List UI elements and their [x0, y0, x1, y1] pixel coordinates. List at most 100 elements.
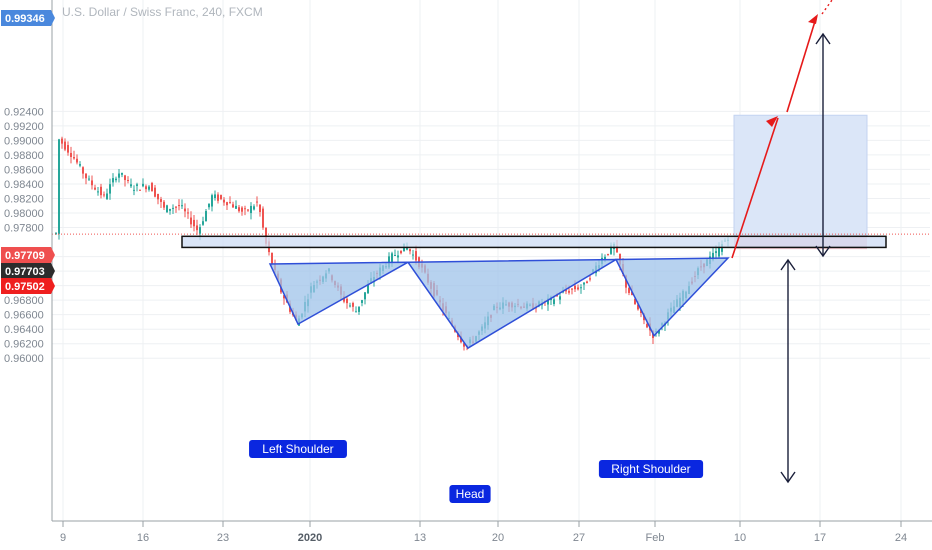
candle-body [235, 205, 237, 209]
candle-body [109, 184, 111, 194]
candle-body [571, 288, 573, 290]
candle-body [58, 139, 60, 234]
candle-body [400, 250, 402, 254]
x-tick-label: 23 [217, 532, 229, 544]
candle [79, 161, 81, 168]
arrow-up-icon [815, 32, 831, 45]
candle [397, 250, 399, 264]
pattern-label-bg [249, 440, 347, 458]
candle [571, 288, 573, 295]
candle [154, 185, 156, 198]
candle [187, 208, 189, 219]
candle [94, 184, 96, 191]
candle-body [130, 184, 132, 187]
price-badge-text: 0.97709 [5, 250, 45, 262]
pattern-label-bg [598, 460, 704, 478]
candle-body [220, 195, 222, 200]
candle [178, 199, 180, 211]
y-tick-label: 0.98400 [4, 179, 44, 191]
candle-body [250, 205, 252, 214]
head-triangle [406, 258, 619, 350]
candle-body [112, 178, 114, 183]
candle-body [184, 208, 186, 212]
candle [349, 302, 351, 308]
candle-body [208, 203, 210, 208]
candle [148, 185, 150, 192]
y-tick-label: 0.97800 [4, 223, 44, 235]
y-axis-labels: 0.92400 0.99200 0.99000 0.98800 0.98600 0.984… [4, 106, 44, 365]
candle-body [97, 191, 99, 193]
candle-body [283, 295, 285, 299]
candle-body [175, 206, 177, 208]
candle [232, 201, 234, 208]
candle-body [76, 158, 78, 163]
candle-body [226, 202, 228, 206]
candle-body [154, 187, 156, 197]
candle [364, 292, 366, 305]
candle [220, 194, 222, 201]
candle-body [55, 232, 57, 234]
candle-body [133, 189, 135, 191]
candle-body [142, 183, 144, 187]
x-tick-label: 16 [137, 532, 149, 544]
candle [157, 193, 159, 205]
candle [358, 306, 360, 315]
candle-body [136, 184, 138, 186]
candle-body [178, 205, 180, 207]
candle-body [232, 204, 234, 208]
y-tick-label: 0.96400 [4, 324, 44, 336]
candle-body [586, 281, 588, 284]
candle [169, 208, 171, 215]
candle-body [409, 249, 411, 252]
candle-body [568, 290, 570, 293]
candle-body [121, 172, 123, 175]
candle-body [355, 311, 357, 313]
candle [88, 175, 90, 181]
candle [253, 204, 255, 211]
neckline-zone [181, 235, 887, 249]
candle [355, 306, 357, 313]
candle [247, 209, 249, 212]
candle-body [61, 138, 63, 144]
candle-body [106, 193, 108, 200]
candle [175, 205, 177, 213]
price-badge: 0.97703 [1, 263, 55, 279]
candle [70, 146, 72, 164]
candle-body [193, 219, 195, 227]
candle [82, 166, 84, 179]
candle-body [244, 208, 246, 210]
y-tick-label: 0.92400 [4, 106, 44, 118]
candle [118, 169, 120, 183]
candle [100, 183, 102, 199]
projection-path [731, 0, 833, 259]
candle [166, 204, 168, 213]
candle [91, 175, 93, 190]
candle-body [718, 246, 720, 257]
candle-body [352, 302, 354, 307]
candle-body [346, 298, 348, 304]
candle-body [211, 195, 213, 207]
pattern-label: Head [449, 485, 491, 503]
price-badge-pointer [51, 263, 55, 279]
candle-body [118, 173, 120, 178]
candle-body [658, 330, 660, 334]
right-shoulder-triangle [614, 257, 730, 338]
candle-body [637, 304, 639, 310]
candle-body [148, 186, 150, 190]
candle-body [202, 221, 204, 225]
price-badge: 0.97709 [1, 247, 55, 263]
price-badge-bg [1, 247, 51, 263]
candle [394, 249, 396, 257]
candle-body [214, 194, 216, 198]
candle [103, 191, 105, 198]
y-tick-label: 0.99200 [4, 121, 44, 133]
y-tick-label: 0.99000 [4, 135, 44, 147]
candle-body [610, 245, 612, 254]
price-badges: 0.99346 0.97709 0.97703 0.97502 [1, 10, 55, 294]
candle [412, 249, 414, 260]
candle [109, 178, 111, 200]
projection-segment [786, 17, 817, 113]
candle-body [196, 225, 198, 231]
candle [262, 206, 264, 230]
